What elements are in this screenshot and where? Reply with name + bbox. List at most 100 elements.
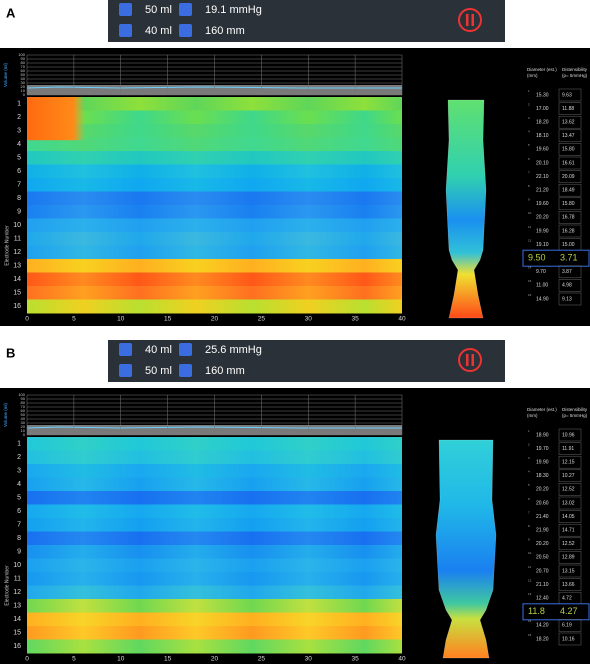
table-cell-box <box>558 510 582 523</box>
table-cell: 14.90 <box>536 296 549 302</box>
heatmap-row <box>27 626 402 640</box>
table-cell: 15.00 <box>562 242 575 248</box>
electrode-label: 14 <box>13 616 21 623</box>
table-cell: 9.70 <box>536 269 546 275</box>
table-cell-box <box>558 578 582 591</box>
table-cell-box <box>558 211 582 224</box>
table-header: (mm) <box>527 413 538 418</box>
table-cell: 17.00 <box>536 106 549 112</box>
electrode-label: 11 <box>14 236 21 243</box>
table-cell-box <box>558 483 582 496</box>
electrode-label: 15 <box>13 630 21 637</box>
header-icon <box>119 3 132 16</box>
table-cell: 20.20 <box>536 487 549 493</box>
electrode-label: 16 <box>13 303 21 310</box>
table-cell: 14.71 <box>562 528 575 534</box>
row-index: 11 <box>528 225 531 229</box>
panel-label: B <box>6 345 15 360</box>
table-cell: 18.10 <box>536 133 549 139</box>
volume-trace <box>26 426 402 429</box>
pause-button[interactable] <box>458 8 482 32</box>
heatmap-row <box>27 585 402 600</box>
table-cell-box <box>558 183 582 197</box>
row-index: 10 <box>528 551 532 555</box>
header-icon <box>119 24 132 37</box>
electrode-label: 14 <box>13 276 21 283</box>
electrode-label: 15 <box>13 290 21 297</box>
top-tick-label: 70 <box>21 404 26 409</box>
table-cell-box <box>558 129 582 143</box>
electrode-label: 4 <box>17 141 21 148</box>
electrode-label: 9 <box>17 209 21 216</box>
header-bar <box>108 340 505 382</box>
table-cell: 16.78 <box>562 215 575 221</box>
table-cell-highlight: 11.8 <box>528 606 545 616</box>
x-tick-label: 35 <box>352 656 360 663</box>
table-cell: 10.27 <box>562 473 575 479</box>
row-index: 2 <box>528 102 530 106</box>
table-cell-box <box>558 551 582 564</box>
row-index: 2 <box>528 442 530 446</box>
table-cell: 15.80 <box>562 147 575 153</box>
row-index: 12 <box>528 578 532 582</box>
table-cell-box <box>558 88 582 102</box>
table-cell-box <box>558 428 582 442</box>
table-cell: 20.20 <box>536 215 549 221</box>
table-cell: 19.70 <box>536 446 549 452</box>
electrode-label: 7 <box>17 182 21 189</box>
electrode-label: 6 <box>17 168 21 175</box>
pause-bar <box>471 14 474 26</box>
heatmap-row <box>27 450 402 465</box>
x-tick-label: 10 <box>117 316 125 323</box>
electrode-axis-label: Electrode Number <box>4 565 10 606</box>
table-cell: 20.10 <box>536 160 549 166</box>
table-header: Diameter (est.) <box>527 407 557 412</box>
heatmap-row <box>27 178 402 192</box>
x-tick-label: 5 <box>72 656 76 663</box>
pause-button[interactable] <box>458 348 482 372</box>
heatmap-row <box>27 259 402 273</box>
electrode-label: 5 <box>17 155 21 162</box>
table-cell-highlight: 3.71 <box>560 253 578 263</box>
table-cell: 12.40 <box>536 596 549 602</box>
top-tick-label: 40 <box>21 76 26 81</box>
x-tick-label: 15 <box>164 316 172 323</box>
table-cell: 11.88 <box>562 106 574 112</box>
table-cell: 9.63 <box>562 92 572 98</box>
table-cell-box <box>558 102 582 115</box>
table-cell: 19.90 <box>536 228 549 234</box>
x-tick-label: 20 <box>211 316 219 323</box>
table-cell-box <box>558 619 582 632</box>
table-cell: 13.66 <box>562 582 575 588</box>
table-cell-box <box>558 115 582 129</box>
top-tick-label: 90 <box>21 396 26 401</box>
pause-bar <box>466 14 469 26</box>
row-index: 16 <box>528 633 532 637</box>
row-index: 6 <box>528 497 530 501</box>
heatmap-row <box>27 639 402 654</box>
heatmap-row <box>27 110 402 125</box>
table-cell: 21.90 <box>536 528 549 534</box>
top-tick-label: 0 <box>23 92 26 97</box>
top-tick-label: 80 <box>21 400 26 405</box>
top-tick-label: 30 <box>21 80 26 85</box>
electrode-label: 3 <box>17 128 21 135</box>
x-tick-label: 20 <box>211 656 219 663</box>
table-cell: 12.52 <box>562 541 575 547</box>
highlight-box <box>522 249 590 267</box>
balloon-shape <box>445 99 487 319</box>
table-cell: 20.09 <box>562 174 575 180</box>
header-value: 40 ml <box>145 25 172 37</box>
panel-label: A <box>6 5 16 20</box>
header-value: 160 mm <box>205 365 245 377</box>
heatmap-row <box>27 164 402 179</box>
heatmap-row <box>27 232 402 246</box>
heatmap-row <box>27 558 402 573</box>
table-cell: 15.30 <box>536 92 549 98</box>
table-cell-box <box>558 523 582 537</box>
top-tick-label: 90 <box>21 56 26 61</box>
heatmap-row <box>27 599 402 613</box>
heatmap-row <box>27 491 402 505</box>
row-index: 4 <box>528 130 530 134</box>
table-cell: 15.80 <box>562 201 575 207</box>
